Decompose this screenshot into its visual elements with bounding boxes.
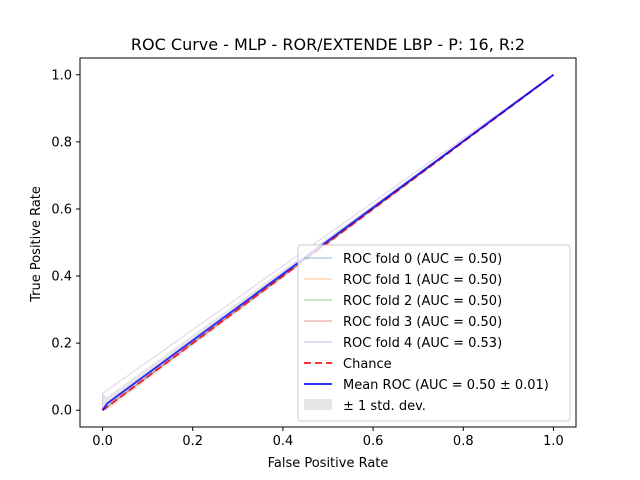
y-axis-label: True Positive Rate — [29, 186, 44, 303]
legend-label-6: Mean ROC (AUC = 0.50 ± 0.01) — [343, 378, 549, 393]
legend-label-2: ROC fold 2 (AUC = 0.50) — [343, 294, 502, 309]
legend-label-1: ROC fold 1 (AUC = 0.50) — [343, 273, 502, 288]
x-axis-label: False Positive Rate — [268, 456, 389, 471]
plot-frame — [79, 57, 577, 428]
legend-label-3: ROC fold 3 (AUC = 0.50) — [343, 315, 502, 330]
plot-area — [101, 73, 555, 412]
x-tick-label: 0.0 — [92, 434, 113, 449]
y-tick-label: 0.8 — [51, 135, 72, 150]
x-tick-label: 0.6 — [363, 434, 384, 449]
series-line-4 — [102, 74, 554, 411]
x-tick-label: 0.2 — [182, 434, 203, 449]
y-tick-label: 0.6 — [51, 202, 72, 217]
legend-label-std: ± 1 std. dev. — [343, 399, 426, 414]
y-tick-label: 1.0 — [51, 68, 72, 83]
legend-label-5: Chance — [343, 357, 392, 372]
y-tick-label: 0.0 — [51, 404, 72, 419]
x-axis-ticks: 0.0 0.2 0.4 0.6 0.8 1.0 — [92, 427, 564, 449]
legend-box — [297, 244, 571, 422]
y-axis-ticks: 0.0 0.2 0.4 0.6 0.8 1.0 — [51, 68, 80, 419]
y-tick-label: 0.2 — [51, 337, 72, 352]
legend-label-4: ROC fold 4 (AUC = 0.53) — [343, 336, 502, 351]
x-tick-label: 0.8 — [453, 434, 474, 449]
legend: ROC fold 0 (AUC = 0.50) ROC fold 1 (AUC =… — [297, 244, 571, 422]
x-tick-label: 0.4 — [273, 434, 294, 449]
legend-swatch-std — [304, 399, 332, 410]
y-tick-label: 0.4 — [51, 270, 72, 285]
legend-label-0: ROC fold 0 (AUC = 0.50) — [343, 252, 502, 267]
series-line-6 — [101, 73, 555, 411]
chart-title: ROC Curve - MLP - ROR/EXTENDE LBP - P: 1… — [131, 35, 525, 54]
x-tick-label: 1.0 — [543, 434, 564, 449]
